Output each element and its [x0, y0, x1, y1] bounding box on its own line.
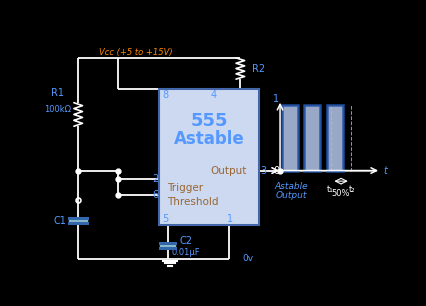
Text: 555: 555 — [190, 112, 227, 130]
Text: Astable: Astable — [274, 182, 308, 191]
Text: 0.01μF: 0.01μF — [171, 248, 200, 257]
Text: Output: Output — [210, 166, 246, 176]
Text: 50%: 50% — [331, 189, 349, 198]
FancyBboxPatch shape — [159, 88, 258, 225]
Text: 0: 0 — [272, 166, 279, 176]
Text: C2: C2 — [179, 236, 192, 245]
Text: 0v: 0v — [242, 254, 253, 263]
Text: Threshold: Threshold — [167, 197, 218, 207]
Bar — [303, 105, 320, 170]
Text: 6: 6 — [152, 190, 158, 200]
Text: 4: 4 — [210, 90, 216, 100]
Text: t₁: t₁ — [326, 185, 332, 194]
Text: R2: R2 — [251, 64, 265, 73]
Text: 5: 5 — [162, 214, 168, 224]
Text: 100kΩ: 100kΩ — [44, 105, 71, 114]
Text: Trigger: Trigger — [167, 183, 203, 193]
Bar — [69, 218, 87, 223]
Text: t: t — [383, 166, 386, 176]
Text: 1: 1 — [226, 214, 232, 224]
Text: 3: 3 — [259, 166, 265, 176]
Text: Output: Output — [275, 191, 307, 200]
Text: t₂: t₂ — [348, 185, 355, 194]
Bar — [160, 243, 174, 248]
Text: Vcc (+5 to +15V): Vcc (+5 to +15V) — [99, 48, 173, 57]
Text: 8: 8 — [162, 90, 168, 100]
Bar — [326, 105, 342, 170]
Text: R1: R1 — [51, 88, 64, 98]
Bar — [281, 105, 297, 170]
Text: Astable: Astable — [173, 130, 244, 148]
Text: C1: C1 — [53, 215, 66, 226]
Text: 2: 2 — [152, 174, 158, 184]
Text: 1: 1 — [272, 94, 279, 104]
